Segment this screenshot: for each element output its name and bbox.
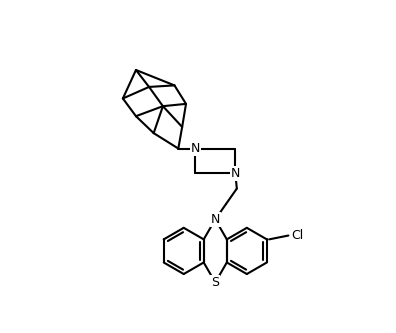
Text: N: N (190, 142, 200, 155)
Text: S: S (211, 276, 219, 289)
Text: N: N (230, 167, 240, 180)
Text: Cl: Cl (291, 229, 304, 242)
Text: N: N (211, 213, 220, 226)
